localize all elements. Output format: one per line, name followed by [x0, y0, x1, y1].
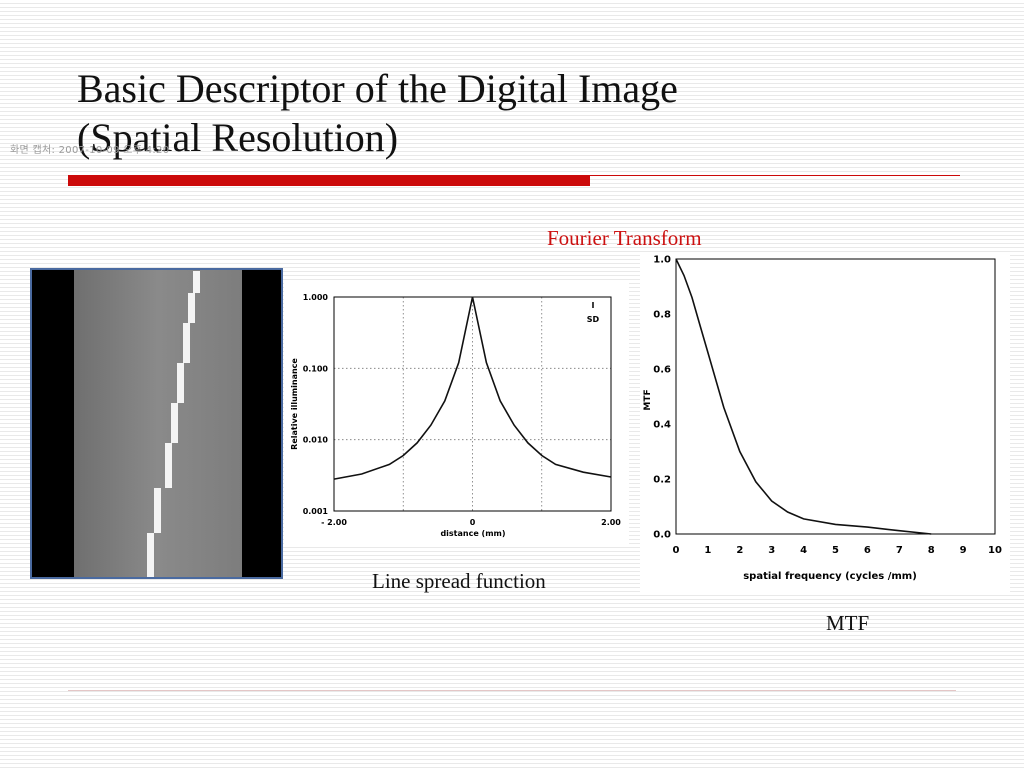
mtf-y-tick-label: 0.6 [653, 365, 671, 376]
mtf-curve [675, 258, 932, 535]
mtf-x-tick-label: 6 [864, 545, 871, 556]
mtf-x-ticks: 0 1 2 3 4 5 6 7 8 9 10 [673, 545, 1002, 556]
mtf-x-tick-label: 2 [736, 545, 743, 556]
mtf-x-axis-label: spatial frequency (cycles /mm) [743, 571, 917, 582]
mtf-y-axis-label: MTF [643, 389, 653, 410]
lsf-x-axis-label: distance (mm) [440, 529, 505, 538]
mtf-x-tick-label: 9 [960, 545, 967, 556]
mtf-y-tick-label: 0.2 [653, 475, 671, 486]
lsf-chart: 0.001 0.010 0.100 1.000 - 2.00 0 2.00 Relativ… [284, 283, 629, 545]
title-line-1: Basic Descriptor of the Digital Image [77, 66, 678, 111]
lsf-y-tick-label: 0.100 [303, 364, 329, 373]
lsf-x-ticks: - 2.00 0 2.00 [321, 518, 621, 527]
footer-divider [68, 690, 956, 691]
fourier-transform-label: Fourier Transform [547, 226, 702, 250]
mtf-chart: 0.0 0.2 0.4 0.6 0.8 1.0 0 1 2 3 4 5 6 7 8 9 10 MTF spat… [640, 252, 1010, 592]
lsf-legend-sd: SD [587, 315, 600, 324]
lsf-legend-i: I [592, 301, 595, 310]
mtf-x-tick-label: 3 [768, 545, 775, 556]
lsf-curve [333, 296, 612, 480]
mtf-x-tick-label: 0 [673, 545, 680, 556]
lsf-y-tick-label: 0.010 [303, 436, 329, 445]
lsf-x-tick-label: 2.00 [601, 518, 621, 527]
mtf-caption: MTF [826, 611, 870, 635]
lsf-y-tick-label: 0.001 [303, 507, 329, 516]
mtf-y-tick-label: 0.8 [653, 310, 671, 321]
lsf-y-ticks: 0.001 0.010 0.100 1.000 [303, 293, 329, 516]
mtf-x-tick-label: 10 [988, 545, 1002, 556]
mtf-y-tick-label: 0.4 [653, 420, 671, 431]
lsf-y-axis-label: Relative illuminance [290, 358, 299, 450]
lsf-x-tick-label: - 2.00 [321, 518, 347, 527]
lsf-caption: Line spread function [372, 569, 546, 593]
mtf-x-tick-label: 7 [896, 545, 903, 556]
slide-title: Basic Descriptor of the Digital Image (S… [77, 64, 837, 162]
slanted-edge-image [30, 268, 283, 579]
mtf-x-tick-label: 8 [928, 545, 935, 556]
title-accent-bar [68, 175, 590, 186]
mtf-y-tick-label: 1.0 [653, 255, 671, 266]
mtf-y-ticks: 0.0 0.2 0.4 0.6 0.8 1.0 [653, 255, 671, 541]
mtf-x-tick-label: 5 [832, 545, 839, 556]
mtf-y-tick-label: 0.0 [653, 530, 671, 541]
lsf-y-tick-label: 1.000 [303, 293, 329, 302]
mtf-x-tick-label: 4 [800, 545, 807, 556]
title-line-2: (Spatial Resolution) [77, 115, 399, 160]
mtf-x-tick-label: 1 [704, 545, 711, 556]
lsf-x-tick-label: 0 [470, 518, 476, 527]
title-accent-line [590, 175, 960, 176]
screen-capture-watermark: 화면 캡처: 2007-10-09 오후 4:20 [10, 145, 170, 156]
